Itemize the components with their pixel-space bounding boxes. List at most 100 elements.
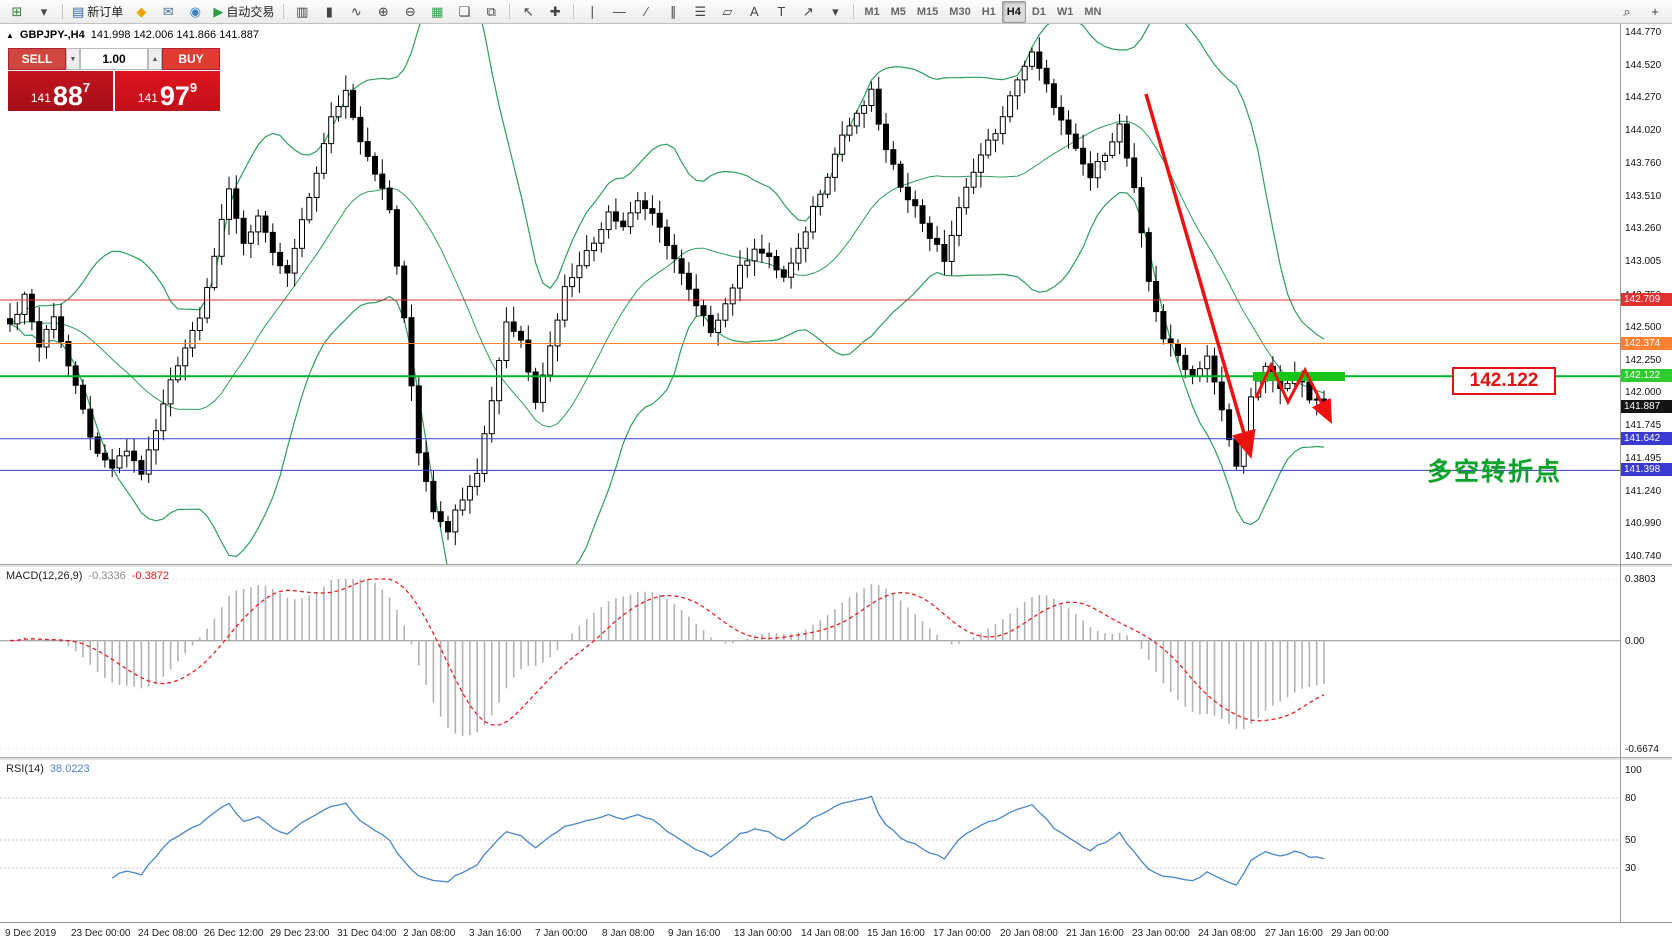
timeframe-mn[interactable]: MN (1084, 5, 1102, 18)
new-order-button-glyph: ▤ (72, 4, 85, 19)
timeframe-m30[interactable]: M30 (949, 5, 971, 18)
price-scale[interactable]: 144.770 144.520 144.270 144.020 143.760 143.5… (1621, 24, 1672, 922)
turning-point-note[interactable]: 多空转折点 (1427, 458, 1563, 486)
timeframe-m1[interactable]: M1 (864, 5, 880, 18)
time-label: 24 Dec 08:00 (138, 928, 198, 939)
new-chart-icon-glyph: ⊞ (11, 4, 23, 19)
text-label-icon[interactable]: T (768, 1, 794, 23)
buy-button[interactable]: BUY (162, 48, 220, 70)
macd-label-row: MACD(12,26,9) -0.3336 -0.3872 (6, 570, 169, 582)
cascade-windows-icon-glyph: ⧉ (486, 4, 496, 19)
shapes-icon[interactable]: ▱ (714, 1, 740, 23)
macd-name: MACD(12,26,9) (6, 570, 83, 582)
bar-chart-icon-glyph: ▥ (296, 4, 309, 19)
new-chart-icon[interactable]: ⊞ (4, 1, 30, 23)
channel-icon[interactable]: ∥ (660, 1, 686, 23)
rsi-scale-label: 50 (1625, 835, 1637, 846)
cursor-icon[interactable]: ↖ (515, 1, 541, 23)
timeframe-h4[interactable]: H4 (1001, 0, 1026, 23)
text-icon[interactable]: A (741, 1, 767, 23)
time-label: 21 Jan 16:00 (1066, 928, 1124, 939)
horizontal-line-icon[interactable]: ― (606, 1, 632, 23)
panel-separator[interactable] (0, 564, 1672, 567)
time-label: 14 Jan 08:00 (801, 928, 859, 939)
main-chart[interactable]: ▲ GBPJPY-,H4 141.998 142.006 141.866 141… (0, 24, 1620, 564)
candlestick-chart-icon[interactable]: ▮ (316, 1, 342, 23)
market-icon[interactable]: ◆ (128, 1, 154, 23)
price-level-tag: 142.122 (1621, 369, 1672, 382)
macd-panel: MACD(12,26,9) -0.3336 -0.3872 (0, 567, 1672, 757)
time-label: 31 Dec 04:00 (337, 928, 397, 939)
tile-windows-icon[interactable]: ❏ (451, 1, 477, 23)
time-label: 29 Dec 23:00 (270, 928, 330, 939)
add-symbol-icon[interactable]: + (1642, 1, 1668, 23)
trendline-icon[interactable]: ∕ (633, 1, 659, 23)
price-callout-box[interactable]: 142.122 (1452, 367, 1556, 395)
buy-price-big: 97 (159, 81, 190, 112)
sell-button[interactable]: SELL (8, 48, 66, 70)
rsi-panel: RSI(14) 38.0223 (0, 760, 1672, 922)
community-icon-glyph: ◉ (189, 4, 201, 19)
inbox-icon[interactable]: ✉ (155, 1, 181, 23)
market-icon-glyph: ◆ (136, 4, 147, 19)
horizontal-line-icon-glyph: ― (612, 4, 626, 19)
volume-up-icon[interactable]: ▲ (148, 48, 162, 70)
volume-input[interactable] (80, 48, 148, 70)
chart-grid-icon[interactable]: ▦ (424, 1, 450, 23)
scale-border (1620, 24, 1621, 922)
time-label: 2 Jan 08:00 (403, 928, 456, 939)
sell-price-big: 88 (52, 81, 83, 112)
rsi-canvas[interactable] (0, 760, 1620, 922)
price-scale-label: 144.020 (1625, 125, 1662, 136)
sell-price-prefix: 141 (30, 91, 51, 105)
new-order-button[interactable]: ▤ 新订单 (68, 1, 127, 23)
time-label: 27 Jan 16:00 (1265, 928, 1323, 939)
tile-windows-icon-glyph: ❏ (458, 4, 471, 19)
timeframe-d1[interactable]: D1 (1031, 5, 1046, 18)
line-chart-icon[interactable]: ∿ (343, 1, 369, 23)
time-axis[interactable]: 9 Dec 2019 23 Dec 00:00 24 Dec 08:00 26 Dec… (0, 922, 1672, 945)
zoom-in-icon[interactable]: ⊕ (370, 1, 396, 23)
zoom-in-icon-glyph: ⊕ (377, 4, 389, 19)
search-icon-glyph: ⌕ (1623, 4, 1631, 19)
arrows-icon[interactable]: ↗ (795, 1, 821, 23)
bar-chart-icon[interactable]: ▥ (289, 1, 315, 23)
macd-canvas[interactable] (0, 567, 1620, 757)
zoom-out-icon-glyph: ⊖ (404, 4, 416, 19)
rsi-name: RSI(14) (6, 763, 44, 775)
timeframe-m15[interactable]: M15 (916, 5, 939, 18)
timeframe-w1[interactable]: W1 (1056, 5, 1074, 18)
time-label: 29 Jan 00:00 (1331, 928, 1389, 939)
buy-price-button[interactable]: 141 97 9 (115, 71, 220, 111)
fibonacci-icon[interactable]: ☰ (687, 1, 713, 23)
zoom-out-icon[interactable]: ⊖ (397, 1, 423, 23)
ohlc-values: 141.998 142.006 141.866 141.887 (90, 29, 259, 41)
vertical-line-icon[interactable]: ∣ (579, 1, 605, 23)
panel-separator[interactable] (0, 757, 1672, 760)
time-label: 26 Dec 12:00 (204, 928, 264, 939)
volume-caret-icon[interactable]: ▼ (66, 48, 80, 70)
candlestick-canvas[interactable] (0, 24, 1620, 564)
toolbar-main: ⊞ ▾ ▤ 新订单 ◆ ✉ ◉ ▶ 自动交易 ▥ ▮ ∿ ⊕ ⊖ ▦ ❏ ⧉ ↖ ✚ ∣ ― ∕ ∥ ☰ ▱ A T ↗ ▾ M1 M5 M1… (4, 0, 1107, 23)
macd-value: -0.3336 (88, 570, 126, 582)
timeframe-m5[interactable]: M5 (890, 5, 906, 18)
price-scale-label: 143.760 (1625, 158, 1662, 169)
chart-list-caret-icon[interactable]: ▾ (31, 1, 57, 23)
crosshair-icon[interactable]: ✚ (542, 1, 568, 23)
current-price-tag: 141.887 (1621, 400, 1672, 413)
buy-price-pip: 9 (189, 80, 198, 95)
macd-scale-label: 0.00 (1625, 636, 1645, 647)
line-chart-icon-glyph: ∿ (350, 4, 362, 19)
price-scale-label: 143.005 (1625, 256, 1662, 267)
search-icon[interactable]: ⌕ (1614, 1, 1640, 23)
arrows-caret-icon[interactable]: ▾ (822, 1, 848, 23)
time-label: 13 Jan 00:00 (734, 928, 792, 939)
autotrade-button[interactable]: ▶ 自动交易 (209, 1, 278, 23)
toolbar-separator (62, 4, 63, 19)
community-icon[interactable]: ◉ (182, 1, 208, 23)
sell-price-button[interactable]: 141 88 7 (8, 71, 113, 111)
rsi-scale-label: 30 (1625, 863, 1637, 874)
rsi-scale-label: 80 (1625, 793, 1637, 804)
timeframe-h1[interactable]: H1 (981, 5, 996, 18)
cascade-windows-icon[interactable]: ⧉ (478, 1, 504, 23)
